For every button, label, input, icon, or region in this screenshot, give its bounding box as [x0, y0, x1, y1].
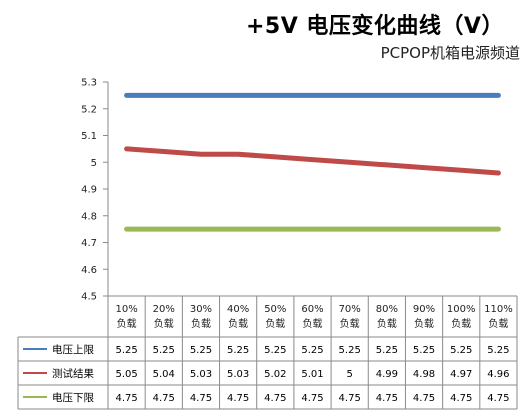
category-label: 40% 负载 — [227, 304, 249, 330]
y-tick-label: 4.9 — [81, 185, 97, 196]
data-label: 5.25 — [115, 345, 137, 356]
category-label-line: 负载 — [117, 317, 137, 330]
y-tick-label: 4.6 — [81, 265, 97, 276]
legend-label-2: 测试结果 — [52, 367, 94, 380]
category-label-line: 负载 — [377, 317, 397, 330]
data-label: 5.25 — [153, 345, 175, 356]
data-label: 4.96 — [487, 369, 509, 380]
data-label: 4.75 — [339, 393, 361, 404]
data-label: 4.75 — [190, 393, 212, 404]
series-line-2 — [124, 146, 501, 176]
category-label: 60% 负载 — [301, 304, 323, 330]
category-label-line: 50% — [264, 304, 286, 315]
data-label: 5.25 — [227, 345, 249, 356]
category-label-line: 负载 — [303, 317, 323, 330]
category-label: 20% 负载 — [153, 304, 175, 330]
y-tick-label: 4.8 — [81, 211, 97, 222]
category-label: 10% 负载 — [115, 304, 137, 330]
category-label-line: 负载 — [451, 317, 471, 330]
data-label: 5.25 — [413, 345, 435, 356]
legend-label-1: 电压上限 — [52, 343, 94, 356]
category-label: 50% 负载 — [264, 304, 286, 330]
data-label: 4.75 — [376, 393, 398, 404]
data-label: 4.75 — [227, 393, 249, 404]
data-label: 5.01 — [301, 369, 323, 380]
data-label: 5.25 — [376, 345, 398, 356]
data-label: 4.75 — [115, 393, 137, 404]
legend-label-3: 电压下限 — [52, 391, 94, 404]
data-table: 10% 负载 20% 负载 30% 负载 40% 负载 50% 负载 60% 负载 70% 负载 80% 负载… — [17, 295, 518, 410]
data-label: 5.25 — [487, 345, 509, 356]
data-label: 5.05 — [115, 369, 137, 380]
data-label: 4.75 — [153, 393, 175, 404]
category-label-line: 负载 — [228, 317, 248, 330]
category-label-line: 90% — [413, 304, 435, 315]
y-axis: 5.3 5.2 5.1 5 4.9 4.8 4.7 4.6 4.5 — [81, 78, 109, 303]
category-label-line: 负载 — [191, 317, 211, 330]
chart-subtitle: PCPOP机箱电源频道 — [380, 44, 520, 62]
data-label: 5.25 — [339, 345, 361, 356]
y-tick-label: 5.1 — [81, 131, 97, 142]
data-label: 5.25 — [450, 345, 472, 356]
chart-title: +5V 电压变化曲线（V） — [246, 14, 504, 39]
data-label: 4.75 — [413, 393, 435, 404]
category-label: 80% 负载 — [376, 304, 398, 330]
data-label: 4.75 — [301, 393, 323, 404]
category-label-line: 20% — [153, 304, 175, 315]
data-label: 5.25 — [264, 345, 286, 356]
y-tick-label: 5.2 — [81, 104, 97, 115]
data-label: 5.03 — [190, 369, 212, 380]
y-tick-label: 4.5 — [81, 292, 97, 303]
data-label: 4.98 — [413, 369, 435, 380]
data-label: 4.97 — [450, 369, 472, 380]
category-label-line: 负载 — [488, 317, 508, 330]
data-label: 5.02 — [264, 369, 286, 380]
category-label-line: 负载 — [154, 317, 174, 330]
category-label: 90% 负载 — [413, 304, 435, 330]
category-label-line: 30% — [190, 304, 212, 315]
category-label: 110% 负载 — [484, 304, 513, 330]
category-label-line: 负载 — [340, 317, 360, 330]
category-label-line: 负载 — [414, 317, 434, 330]
data-label: 4.99 — [376, 369, 398, 380]
category-label-line: 100% — [447, 304, 476, 315]
category-label-line: 负载 — [265, 317, 285, 330]
data-label: 4.75 — [264, 393, 286, 404]
y-tick-label: 4.7 — [81, 238, 97, 249]
category-label-line: 10% — [115, 304, 137, 315]
category-label-line: 80% — [376, 304, 398, 315]
y-tick-label: 5 — [91, 158, 97, 169]
data-label: 5 — [346, 369, 352, 380]
category-label-line: 60% — [301, 304, 323, 315]
data-label: 5.25 — [190, 345, 212, 356]
data-label: 4.75 — [487, 393, 509, 404]
category-label: 30% 负载 — [190, 304, 212, 330]
y-tick-label: 5.3 — [81, 78, 97, 89]
data-label: 5.25 — [301, 345, 323, 356]
data-label: 5.03 — [227, 369, 249, 380]
category-label-line: 40% — [227, 304, 249, 315]
category-label: 100% 负载 — [447, 304, 476, 330]
data-label: 5.04 — [153, 369, 175, 380]
category-label-line: 70% — [339, 304, 361, 315]
data-label: 4.75 — [450, 393, 472, 404]
category-label: 70% 负载 — [339, 304, 361, 330]
series-layer — [124, 92, 501, 232]
category-label-line: 110% — [484, 304, 513, 315]
